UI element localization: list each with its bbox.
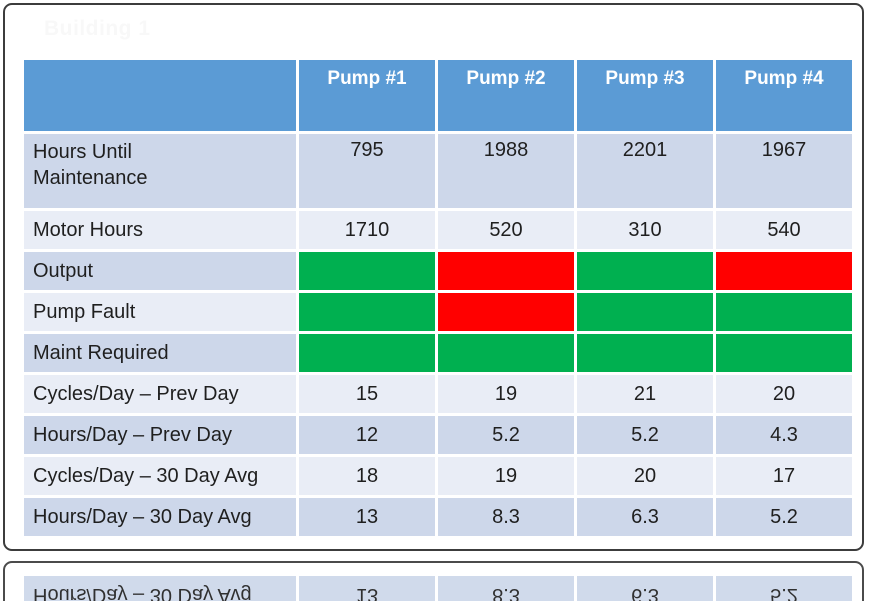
window: Building 1 Pump #1 Pump #2 Pump #3 Pump …	[3, 3, 864, 551]
status-cell	[716, 293, 852, 331]
value-cell: 15	[299, 375, 435, 413]
status-cell	[299, 252, 435, 290]
table-row: Hours/Day – 30 Day Avg 13 8.3 6.3 5.2	[24, 576, 852, 601]
value-cell: 1967	[716, 134, 852, 208]
column-header-pump3: Pump #3	[577, 60, 713, 131]
value-cell: 18	[299, 457, 435, 495]
value-cell: 520	[438, 211, 574, 249]
column-header-pump1: Pump #1	[299, 60, 435, 131]
value-cell: 2201	[577, 134, 713, 208]
status-cell	[577, 334, 713, 372]
table-row: Cycles/Day – 30 Day Avg 18 19 20 17	[24, 457, 852, 495]
row-label: Cycles/Day – Prev Day	[24, 375, 296, 413]
window: Building 1 Pump #1 Pump #2 Pump #3 Pump …	[3, 561, 864, 601]
row-label: Hours/Day – 30 Day Avg	[24, 498, 296, 536]
value-cell: 5.2	[716, 576, 852, 601]
table-row: Motor Hours 1710 520 310 540	[24, 211, 852, 249]
value-cell: 17	[716, 457, 852, 495]
value-cell: 21	[577, 375, 713, 413]
row-label: Output	[24, 252, 296, 290]
row-label: Hours Until Maintenance	[24, 134, 296, 208]
status-cell	[577, 293, 713, 331]
status-cell	[438, 293, 574, 331]
status-cell	[438, 252, 574, 290]
row-label: Cycles/Day – 30 Day Avg	[24, 457, 296, 495]
status-cell	[716, 334, 852, 372]
value-cell: 19	[438, 457, 574, 495]
pump-status-table: Pump #1 Pump #2 Pump #3 Pump #4 Hours Un…	[21, 57, 855, 539]
column-header-blank	[24, 60, 296, 131]
value-cell: 6.3	[577, 498, 713, 536]
value-cell: 310	[577, 211, 713, 249]
status-cell	[299, 293, 435, 331]
table-row: Hours/Day – 30 Day Avg 13 8.3 6.3 5.2	[24, 498, 852, 536]
row-label: Hours/Day – 30 Day Avg	[24, 576, 296, 601]
value-cell: 12	[299, 416, 435, 454]
table-row: Output	[24, 252, 852, 290]
pump-status-table: Pump #1 Pump #2 Pump #3 Pump #4 Hours Un…	[21, 573, 855, 601]
value-cell: 795	[299, 134, 435, 208]
value-cell: 1710	[299, 211, 435, 249]
value-cell: 13	[299, 576, 435, 601]
value-cell: 540	[716, 211, 852, 249]
value-cell: 5.2	[438, 416, 574, 454]
table-row: Hours/Day – Prev Day 12 5.2 5.2 4.3	[24, 416, 852, 454]
value-cell: 20	[716, 375, 852, 413]
value-cell: 4.3	[716, 416, 852, 454]
table-row: Cycles/Day – Prev Day 15 19 21 20	[24, 375, 852, 413]
column-header-pump4: Pump #4	[716, 60, 852, 131]
value-cell: 5.2	[716, 498, 852, 536]
row-label: Maint Required	[24, 334, 296, 372]
table-row: Pump Fault	[24, 293, 852, 331]
value-cell: 8.3	[438, 576, 574, 601]
value-cell: 1988	[438, 134, 574, 208]
status-cell	[577, 252, 713, 290]
row-label: Hours/Day – Prev Day	[24, 416, 296, 454]
column-header-pump2: Pump #2	[438, 60, 574, 131]
value-cell: 8.3	[438, 498, 574, 536]
panel-reflection: Building 1 Pump #1 Pump #2 Pump #3 Pump …	[3, 561, 864, 601]
table-row: Maint Required	[24, 334, 852, 372]
value-cell: 13	[299, 498, 435, 536]
row-label: Motor Hours	[24, 211, 296, 249]
status-cell	[716, 252, 852, 290]
value-cell: 19	[438, 375, 574, 413]
status-cell	[438, 334, 574, 372]
value-cell: 6.3	[577, 576, 713, 601]
row-label: Pump Fault	[24, 293, 296, 331]
value-cell: 20	[577, 457, 713, 495]
header-row: Pump #1 Pump #2 Pump #3 Pump #4	[24, 60, 852, 131]
value-cell: 5.2	[577, 416, 713, 454]
table-row: Hours Until Maintenance 795 1988 2201 19…	[24, 134, 852, 208]
status-cell	[299, 334, 435, 372]
window-title: Building 1	[44, 17, 151, 40]
